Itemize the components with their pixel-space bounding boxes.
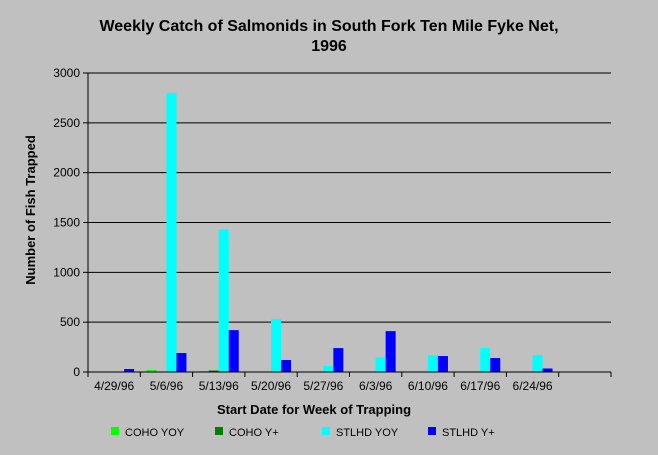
bar <box>146 370 157 372</box>
x-tick-label: 6/24/96 <box>513 379 553 393</box>
y-tick-label: 0 <box>73 365 80 379</box>
bar <box>375 357 386 372</box>
bar <box>427 355 438 372</box>
x-tick-label: 4/29/96 <box>94 379 134 393</box>
bar <box>532 355 543 372</box>
legend-swatch <box>215 427 223 435</box>
bar <box>333 348 344 372</box>
bar <box>542 368 553 372</box>
x-tick-label: 5/6/96 <box>150 379 184 393</box>
bar <box>124 369 135 372</box>
chart-title: Weekly Catch of Salmonids in South Fork … <box>99 18 558 35</box>
y-axis-label: Number of Fish Trapped <box>23 135 38 285</box>
bar <box>281 360 292 372</box>
legend-swatch <box>322 427 330 435</box>
bar <box>271 319 282 372</box>
y-tick-label: 2500 <box>53 116 80 130</box>
legend-swatch <box>111 427 119 435</box>
bar <box>166 92 177 372</box>
legend-label: COHO Y+ <box>229 427 279 439</box>
y-tick-label: 1000 <box>53 265 80 279</box>
legend-label: COHO YOY <box>125 427 185 439</box>
bar <box>323 366 334 372</box>
x-tick-label: 5/13/96 <box>199 379 239 393</box>
legend-label: STLHD YOY <box>336 427 399 439</box>
bar <box>228 330 239 372</box>
bar <box>385 331 396 372</box>
x-tick-label: 5/27/96 <box>303 379 343 393</box>
y-tick-label: 2000 <box>53 166 80 180</box>
bar <box>490 358 501 372</box>
y-ticks: 0 500 1000 1500 2000 2500 3000 <box>53 66 88 379</box>
x-axis-label: Start Date for Week of Trapping <box>217 402 411 417</box>
chart-subtitle: 1996 <box>311 38 347 55</box>
bar <box>218 229 229 372</box>
bars <box>94 92 553 372</box>
bar <box>208 370 219 372</box>
bar <box>437 356 448 372</box>
bar <box>480 348 491 372</box>
y-tick-label: 3000 <box>53 66 80 80</box>
legend: COHO YOY COHO Y+ STLHD YOY STLHD Y+ <box>111 427 495 439</box>
x-tick-label: 6/10/96 <box>408 379 448 393</box>
x-tick-label: 6/3/96 <box>359 379 393 393</box>
legend-label: STLHD Y+ <box>442 427 495 439</box>
bar <box>176 353 187 372</box>
y-tick-label: 500 <box>60 315 80 329</box>
x-ticks: 4/29/96 5/6/96 5/13/96 5/20/96 5/27/96 6/3/96… <box>87 372 612 393</box>
x-tick-label: 6/17/96 <box>460 379 500 393</box>
x-tick-label: 5/20/96 <box>251 379 291 393</box>
legend-swatch <box>428 427 436 435</box>
y-tick-label: 1500 <box>53 216 80 230</box>
